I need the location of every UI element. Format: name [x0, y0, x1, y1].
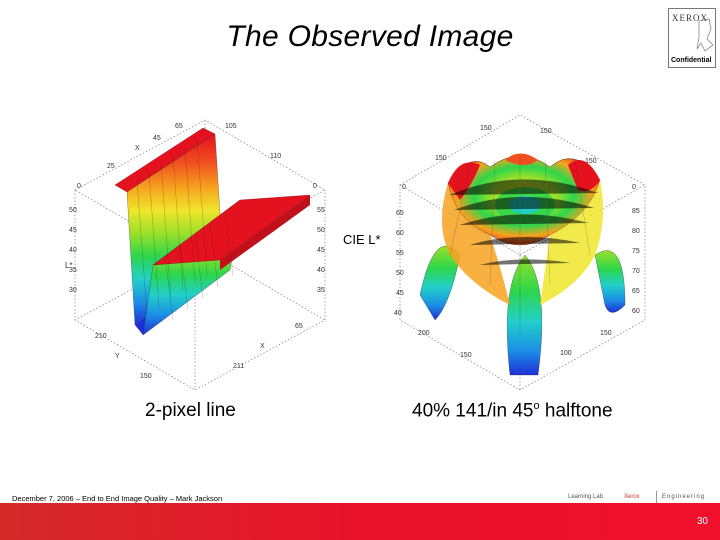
logo-mark [696, 18, 714, 52]
svg-text:50: 50 [396, 270, 404, 277]
svg-text:55: 55 [396, 250, 404, 257]
svg-text:150: 150 [140, 373, 152, 380]
svg-text:60: 60 [632, 308, 640, 315]
svg-text:65: 65 [396, 210, 404, 217]
logo-confidential: Confidential [671, 57, 712, 64]
svg-text:45: 45 [153, 135, 161, 142]
svg-text:75: 75 [632, 248, 640, 255]
svg-text:150: 150 [585, 158, 597, 165]
svg-text:55: 55 [317, 207, 325, 214]
svg-text:30: 30 [69, 287, 77, 294]
footer-logo-engineering: Engineering [662, 494, 706, 500]
svg-text:40: 40 [317, 267, 325, 274]
svg-text:65: 65 [175, 123, 183, 130]
caption-right-main: 40% 141/in 45 [412, 400, 534, 422]
svg-text:110: 110 [270, 153, 281, 160]
svg-text:80: 80 [632, 228, 640, 235]
svg-text:100: 100 [560, 350, 572, 357]
svg-text:85: 85 [632, 208, 640, 215]
svg-text:150: 150 [435, 155, 447, 162]
svg-text:60: 60 [396, 230, 404, 237]
caption-right-tail: halftone [539, 400, 613, 422]
svg-text:50: 50 [69, 207, 77, 214]
svg-text:150: 150 [540, 128, 552, 135]
footer-logo-divider [656, 491, 657, 503]
svg-text:150: 150 [480, 125, 492, 132]
footer-logo-xerox: Xerox [624, 494, 640, 500]
caption-right-degree: o [533, 400, 540, 412]
svg-text:40: 40 [394, 310, 402, 317]
footer-bar: 30 [0, 503, 720, 540]
svg-text:0: 0 [313, 183, 317, 190]
logo-brand: XEROX [672, 13, 708, 23]
svg-text:Y: Y [115, 353, 120, 360]
svg-text:65: 65 [632, 288, 640, 295]
svg-text:40: 40 [69, 247, 77, 254]
surface-plot-halftone: 0 65 60 55 50 45 40 0 85 80 75 70 65 60 … [380, 105, 670, 410]
svg-text:35: 35 [69, 267, 77, 274]
svg-text:X: X [260, 343, 265, 350]
svg-text:0: 0 [402, 184, 406, 191]
svg-text:211: 211 [233, 363, 244, 370]
svg-text:70: 70 [632, 268, 640, 275]
svg-text:25: 25 [107, 163, 115, 170]
page-number: 30 [696, 516, 708, 527]
slide-title: The Observed Image [226, 20, 514, 53]
surface-plot-line: 0 50 45 40 35 30 L* 0 55 50 45 40 35 25 … [55, 110, 345, 405]
svg-text:0: 0 [632, 184, 636, 191]
footer-logo-learning-lab: Learning Lab [568, 494, 604, 500]
axis-label-cie: CIE L* [343, 232, 381, 247]
svg-text:150: 150 [600, 330, 612, 337]
svg-text:X: X [135, 145, 140, 152]
svg-text:150: 150 [460, 352, 472, 359]
svg-text:45: 45 [69, 227, 77, 234]
svg-text:0: 0 [77, 183, 81, 190]
footer-text: December 7, 2006 – End to End Image Qual… [12, 494, 223, 503]
svg-text:L*: L* [65, 261, 73, 270]
svg-text:65: 65 [295, 323, 303, 330]
footer-logos: Learning Lab Xerox Engineering [568, 490, 716, 504]
svg-text:45: 45 [396, 290, 404, 297]
svg-text:35: 35 [317, 287, 325, 294]
caption-right: 40% 141/in 45o halftone [412, 400, 613, 422]
svg-text:50: 50 [317, 227, 325, 234]
caption-left: 2-pixel line [145, 400, 236, 421]
svg-text:105: 105 [225, 123, 237, 130]
xerox-logo-icon: XEROX Confidential [668, 8, 716, 68]
svg-text:45: 45 [317, 247, 325, 254]
svg-text:210: 210 [95, 333, 107, 340]
svg-text:200: 200 [418, 330, 430, 337]
